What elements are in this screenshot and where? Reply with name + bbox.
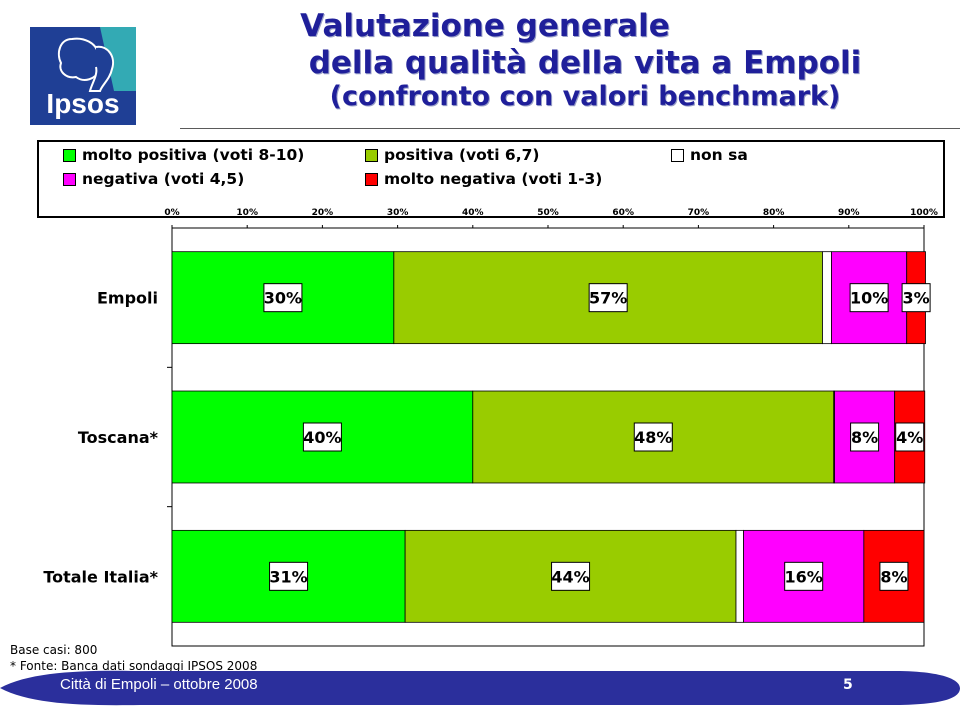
data-label-box: [850, 422, 880, 452]
legend-label: molto positiva (voti 8-10): [82, 146, 305, 164]
x-tick-label: 80%: [763, 208, 785, 218]
ipsos-logo: Ipsos: [30, 27, 136, 125]
data-label: 4%: [896, 428, 923, 447]
x-tick-label: 20%: [312, 208, 334, 218]
data-label-box: [901, 283, 931, 313]
page-number: 5: [843, 677, 853, 693]
data-label-box: [263, 283, 303, 313]
legend-label: negativa (voti 4,5): [82, 170, 245, 188]
x-tick-label: 70%: [688, 208, 710, 218]
data-label-box: [879, 561, 909, 591]
legend-label: positiva (voti 6,7): [384, 146, 540, 164]
legend-label: molto negativa (voti 1-3): [384, 170, 603, 188]
data-label: 48%: [634, 428, 672, 447]
title-divider: [180, 128, 960, 129]
data-label-box: [551, 561, 591, 591]
x-tick-label: 100%: [910, 208, 938, 218]
title-line-3: (confronto con valori benchmark): [329, 81, 841, 113]
x-tick-label: 10%: [236, 208, 258, 218]
legend-label: non sa: [690, 146, 748, 164]
footer-text: Città di Empoli – ottobre 2008: [60, 676, 258, 693]
bar-segment: [822, 251, 832, 345]
legend-item-non-sa: non sa: [671, 146, 748, 164]
data-label-box: [302, 422, 342, 452]
data-label-box: [895, 422, 925, 452]
x-tick-label: 60%: [612, 208, 634, 218]
data-label: 3%: [903, 289, 930, 308]
data-label: 40%: [303, 428, 341, 447]
data-label: 8%: [851, 428, 878, 447]
legend-item-negativa: negativa (voti 4,5): [63, 170, 244, 188]
legend-item-molto-negativa: molto negativa (voti 1-3): [365, 170, 602, 188]
data-label: 30%: [264, 289, 302, 308]
bar-segment: [735, 529, 744, 623]
data-label-box: [849, 283, 889, 313]
data-label-box: [269, 561, 309, 591]
legend-swatch: [365, 148, 378, 162]
footnote-base: Base casi: 800: [10, 643, 98, 657]
stacked-bar-chart: 0% 10% 20% 30% 40% 50% 60% 70% 80% 90% 100% Empoli 3…: [43, 208, 938, 647]
data-label: 31%: [269, 567, 307, 586]
data-label: 57%: [589, 289, 627, 308]
data-label: 16%: [785, 567, 823, 586]
x-tick-label: 0%: [164, 208, 179, 218]
footnote-source: * Fonte: Banca dati sondaggi IPSOS 2008: [10, 659, 258, 673]
data-label-box: [588, 283, 628, 313]
legend-swatch: [63, 148, 76, 162]
logo-text: Ipsos: [46, 88, 119, 119]
data-label-box: [633, 422, 673, 452]
data-label: 10%: [850, 289, 888, 308]
x-tick-label: 50%: [537, 208, 559, 218]
x-tick-label: 40%: [462, 208, 484, 218]
legend-item-molto-positiva: molto positiva (voti 8-10): [63, 146, 304, 164]
page-title: Valutazione generale della qualità della…: [160, 8, 950, 113]
footer-band: [0, 670, 960, 706]
legend-swatch: [63, 172, 76, 186]
category-label: Totale Italia*: [43, 567, 158, 586]
x-tick-label: 90%: [838, 208, 860, 218]
title-line-2: della qualità della vita a Empoli: [308, 44, 862, 81]
data-label-box: [784, 561, 824, 591]
legend-swatch: [671, 148, 684, 162]
data-label: 44%: [551, 567, 589, 586]
legend-swatch: [365, 172, 378, 186]
data-label: 8%: [880, 567, 907, 586]
chart-legend: molto positiva (voti 8-10) positiva (vot…: [37, 140, 945, 218]
category-label: Toscana*: [78, 428, 159, 447]
title-line-1: Valutazione generale: [300, 8, 670, 44]
x-tick-label: 30%: [387, 208, 409, 218]
legend-item-positiva: positiva (voti 6,7): [365, 146, 539, 164]
category-label: Empoli: [97, 289, 158, 308]
